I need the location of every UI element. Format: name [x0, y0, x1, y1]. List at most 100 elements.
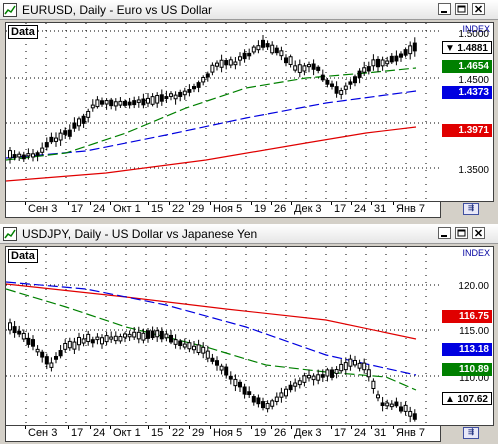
x-tick-mark — [393, 202, 394, 205]
chart-window-icon — [3, 3, 17, 17]
chart-window-icon — [3, 227, 17, 241]
candle-body — [123, 100, 127, 106]
close-icon[interactable] — [472, 227, 485, 239]
candle-body — [293, 65, 298, 71]
minimize-icon[interactable] — [438, 3, 451, 15]
candle-body — [242, 386, 247, 395]
price-plot-area[interactable]: Data — [5, 22, 442, 202]
candle-body — [127, 333, 132, 338]
candle-body — [118, 100, 123, 106]
candle-body — [17, 330, 22, 335]
candle-body — [256, 397, 261, 405]
ma-slow-badge: 1.3971 — [442, 124, 492, 137]
x-tick-mark — [393, 426, 394, 429]
x-tick-mark — [291, 426, 292, 429]
candle-body — [261, 39, 265, 48]
candle-body — [127, 101, 132, 106]
candle-body — [31, 339, 35, 347]
x-tick-label: Сен 3 — [28, 427, 58, 439]
candle-body — [389, 55, 394, 63]
candle-body — [86, 110, 91, 118]
close-icon[interactable] — [472, 3, 485, 15]
candle-body — [210, 64, 215, 73]
chart-shift-button[interactable]: ⇶ — [463, 427, 479, 439]
candle-body — [72, 122, 77, 129]
x-tick-mark — [169, 202, 170, 205]
candle-body — [219, 365, 224, 371]
candle-body — [210, 357, 215, 362]
candle-body — [348, 358, 353, 367]
candle-body — [307, 64, 311, 68]
x-tick-mark — [148, 202, 149, 205]
x-tick-label: 22 — [172, 203, 185, 215]
candle-body — [26, 337, 31, 345]
candle-body — [164, 96, 169, 100]
candle-body — [40, 147, 45, 153]
candle-body — [155, 330, 160, 338]
index-label: INDEX — [462, 24, 490, 34]
candle-body — [316, 374, 321, 381]
candle-body — [228, 375, 233, 380]
ma-fast-badge: 1.4654 — [442, 60, 492, 73]
window-titlebar[interactable]: EURUSD, Daily - Euro vs US Dollar — [0, 0, 498, 20]
x-tick-mark — [351, 202, 352, 205]
candle-body — [412, 42, 417, 52]
candle-body — [63, 130, 68, 135]
candle-body — [104, 100, 109, 105]
candle-body — [201, 346, 206, 354]
candle-body — [343, 85, 348, 90]
candle-body — [270, 44, 275, 54]
candle-body — [21, 154, 26, 160]
candle-body — [320, 74, 325, 81]
x-tick-label: 17 — [334, 427, 347, 439]
x-tick-label: 29 — [192, 427, 205, 439]
candle-body — [284, 388, 288, 397]
candle-body — [376, 58, 380, 68]
candle-body — [54, 137, 58, 142]
x-tick-mark — [331, 202, 332, 205]
x-tick-label: 19 — [254, 203, 267, 215]
ma-fast-line — [6, 288, 417, 391]
candle-body — [12, 326, 17, 334]
candle-body — [109, 336, 114, 340]
candle-body — [77, 118, 81, 127]
y-tick-label: 120.00 — [458, 281, 489, 292]
time-axis: Сен 3 17 24 Окт 1 15 22 29 Ноя 5 19 26 Дек 3 17 24 31… — [5, 426, 441, 442]
x-tick-label: Окт 1 — [113, 203, 141, 215]
x-tick-label: Дек 3 — [294, 427, 322, 439]
x-tick-mark — [169, 426, 170, 429]
candle-body — [362, 362, 367, 371]
x-tick-mark — [331, 426, 332, 429]
x-tick-label: 17 — [71, 427, 84, 439]
x-tick-mark — [371, 426, 372, 429]
candle-body — [389, 403, 394, 408]
candle-body — [178, 91, 183, 97]
maximize-icon[interactable] — [455, 227, 468, 239]
candle-body — [307, 374, 311, 379]
candle-body — [316, 66, 321, 71]
candle-body — [141, 332, 146, 341]
window-titlebar[interactable]: USDJPY, Daily - US Dollar vs Japanese Ye… — [0, 224, 498, 244]
price-arrow-icon: ▲ — [445, 394, 455, 405]
chart-window-usdjpy[interactable]: USDJPY, Daily - US Dollar vs Japanese Ye… — [0, 224, 498, 444]
candle-body — [362, 67, 367, 73]
candle-body — [192, 86, 196, 90]
x-tick-mark — [68, 426, 69, 429]
x-tick-mark — [189, 202, 190, 205]
maximize-icon[interactable] — [455, 3, 468, 15]
candle-body — [233, 61, 238, 66]
chart-shift-button[interactable]: ⇶ — [463, 203, 479, 215]
price-plot-area[interactable]: Data — [5, 246, 442, 426]
chart-window-eurusd[interactable]: EURUSD, Daily - Euro vs US Dollar Data I… — [0, 0, 498, 220]
candle-body — [274, 396, 279, 402]
candle-body — [155, 95, 160, 104]
minimize-icon[interactable] — [438, 227, 451, 239]
candle-body — [49, 136, 54, 143]
candle-body — [284, 57, 288, 64]
candle-body — [67, 340, 72, 349]
x-tick-label: 19 — [254, 427, 267, 439]
candle-body — [247, 391, 252, 396]
x-tick-mark — [351, 426, 352, 429]
candle-body — [238, 56, 242, 61]
candle-body — [311, 63, 316, 70]
